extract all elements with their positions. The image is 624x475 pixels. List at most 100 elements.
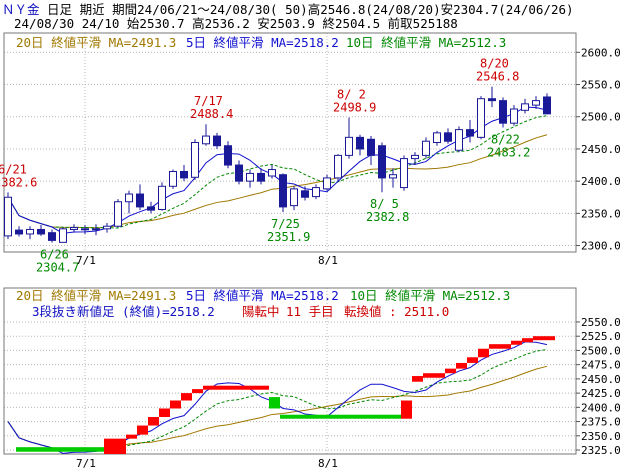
candle: [136, 184, 144, 211]
candle-body: [213, 135, 221, 147]
bottom-y-tick-label: 2375.0: [581, 416, 621, 429]
candle: [224, 141, 232, 169]
candle-body: [488, 98, 496, 102]
candle-body: [59, 228, 67, 243]
three-line-brick: [148, 417, 159, 426]
market-name: ＮＹ金: [2, 2, 40, 17]
ma10-line: [7, 115, 548, 229]
chart-kind: 日足: [47, 2, 73, 17]
candle-body: [136, 193, 144, 208]
candle-body: [103, 225, 111, 230]
candle: [37, 224, 45, 236]
top-y-tick-label: 2350.0: [581, 207, 621, 220]
candle-body: [521, 103, 529, 111]
three-line-brick: [170, 400, 181, 409]
three-line-brick: [126, 434, 137, 439]
candle: [400, 155, 408, 191]
annotation-date: 7/25: [271, 217, 300, 231]
bottom-y-tick-label: 2350.0: [581, 430, 621, 443]
annotation-date: 8/ 5: [370, 197, 399, 211]
candle: [444, 128, 452, 144]
three-line-brick: [192, 389, 203, 394]
candle-body: [202, 135, 210, 145]
candle: [81, 224, 89, 234]
annotation-date: 8/20: [480, 57, 509, 71]
bottom-y-tick-label: 2525.0: [581, 330, 621, 343]
bottom-y-tick-label: 2400.0: [581, 401, 621, 414]
candle: [158, 182, 166, 211]
candle: [433, 130, 441, 146]
term: 期近: [79, 2, 105, 17]
top-y-tick-label: 2300.0: [581, 240, 621, 253]
annotation-value: 2351.9: [267, 230, 310, 244]
candle: [389, 168, 397, 188]
candle-body: [158, 185, 166, 210]
period-high: 高2546.8(24/08/20): [307, 2, 441, 17]
candle-body: [290, 188, 298, 207]
annotation-value: 2304.7: [36, 261, 79, 275]
candle: [334, 154, 342, 182]
candle-body: [37, 228, 45, 235]
candle: [147, 201, 155, 214]
candle: [510, 105, 518, 126]
candle: [279, 173, 287, 213]
candle: [15, 226, 23, 237]
candle: [488, 86, 496, 108]
candle-body: [224, 145, 232, 166]
volume: 前取525188: [387, 16, 458, 31]
top-x-tick-label: 7/1: [76, 254, 96, 267]
candle-body: [499, 100, 507, 124]
candle: [48, 229, 56, 243]
annotation-value: 2483.2: [487, 146, 530, 160]
candle: [59, 227, 67, 243]
candle-body: [345, 136, 353, 156]
three-line-brick: [478, 348, 489, 358]
candle: [213, 132, 221, 149]
top-y-tick-label: 2600.0: [581, 46, 621, 59]
candle: [367, 136, 375, 166]
candle: [257, 168, 265, 185]
candle-body: [400, 158, 408, 189]
top-y-tick-label: 2450.0: [581, 143, 621, 156]
annotation-date: 8/22: [491, 133, 520, 147]
candle: [455, 126, 463, 153]
top-panel-grid: [4, 33, 576, 252]
candle-body: [334, 154, 342, 179]
step-count: 11 手目: [286, 304, 334, 319]
bottom-y-tick-label: 2425.0: [581, 387, 621, 400]
candle: [103, 223, 111, 233]
candle-body: [455, 129, 463, 151]
turn-value: 転換値 : 2511.0: [344, 304, 449, 319]
candle: [532, 96, 540, 110]
bottom-y-tick-label: 2450.0: [581, 373, 621, 386]
three-line-brick: [522, 338, 533, 343]
annotation-value: 2546.8: [476, 70, 519, 84]
annotation-date: 7/17: [194, 94, 223, 108]
legend-bottom-ma20: 20日 終値平滑 MA=2491.3: [16, 288, 176, 303]
annotation-date: 6/21: [0, 162, 27, 176]
three-line-brick: [423, 373, 445, 378]
candle: [466, 119, 474, 143]
annotation-value: 2498.9: [333, 100, 376, 114]
bottom-y-tick-label: 2475.0: [581, 359, 621, 372]
candle: [92, 224, 100, 236]
bottom-panel-grid: [4, 288, 576, 454]
bottom-x-tick-label: 7/1: [76, 457, 96, 470]
top-y-axis: 2300.0 2350.0 2400.0 2450.0 2500.0 2550.0 2600…: [576, 46, 621, 253]
candle-body: [125, 193, 133, 203]
top-y-tick-label: 2550.0: [581, 79, 621, 92]
candle: [26, 226, 34, 240]
trend-status: 陽転中: [242, 304, 280, 319]
legend-top-ma20: 20日 終値平滑 MA=2491.3: [16, 35, 176, 50]
annotation-value: 2488.4: [190, 107, 233, 121]
three-line-brick: [203, 385, 269, 390]
contract-month: 24/10: [81, 16, 120, 31]
three-line-brick: [159, 408, 170, 418]
period: 期間24/06/21～24/08/30( 50): [112, 2, 308, 17]
bottom-panel-frame: [3, 287, 577, 455]
candle-body: [81, 228, 89, 231]
candle: [290, 186, 298, 211]
candle: [169, 169, 177, 189]
